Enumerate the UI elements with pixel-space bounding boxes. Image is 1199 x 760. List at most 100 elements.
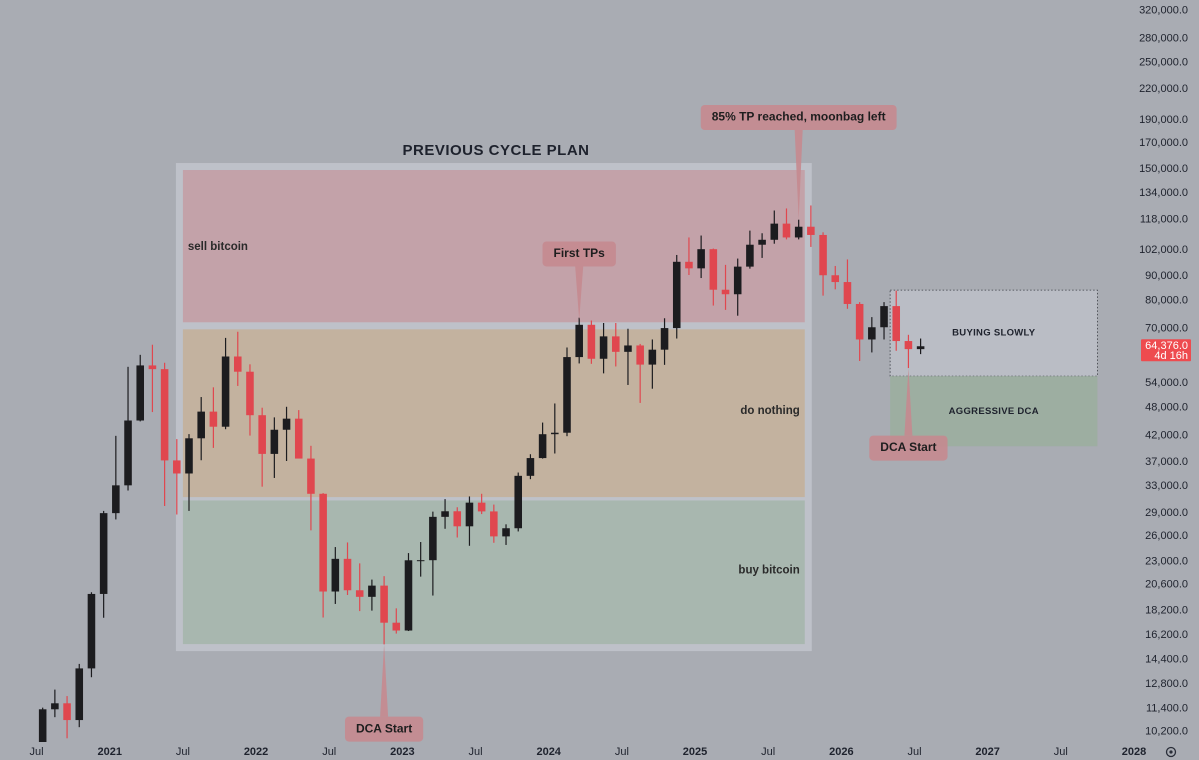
candle-body bbox=[770, 223, 779, 240]
y-tick-label: 70,000.0 bbox=[1145, 323, 1188, 335]
y-tick-label: 10,200.0 bbox=[1145, 726, 1188, 738]
y-tick-label: 220,000.0 bbox=[1139, 83, 1188, 95]
candle-body bbox=[843, 282, 852, 304]
x-tick-label: 2025 bbox=[683, 746, 707, 758]
candle-body bbox=[660, 328, 669, 350]
y-tick-label: 23,000.0 bbox=[1145, 555, 1188, 567]
candle-body bbox=[380, 585, 388, 623]
y-tick-label: 170,000.0 bbox=[1139, 137, 1188, 149]
candle-body bbox=[624, 345, 632, 352]
candle-body bbox=[148, 365, 157, 370]
candle-body bbox=[551, 432, 559, 435]
y-tick-label: 102,000.0 bbox=[1139, 244, 1188, 256]
callout-pointer bbox=[380, 644, 389, 717]
callout-box bbox=[700, 105, 897, 131]
x-tick-label: Jul bbox=[322, 746, 336, 758]
candle-body bbox=[233, 356, 242, 372]
countdown: 4d 16h bbox=[1154, 350, 1188, 362]
candle-body bbox=[892, 306, 901, 342]
y-tick-label: 29,000.0 bbox=[1145, 507, 1188, 519]
candle-body bbox=[355, 590, 364, 597]
candle-body bbox=[197, 411, 205, 439]
callout-box bbox=[869, 435, 948, 461]
candle-body bbox=[855, 303, 864, 340]
candle-body bbox=[733, 266, 742, 295]
candle-body bbox=[392, 622, 401, 631]
candle-body bbox=[416, 560, 425, 562]
candle-body bbox=[282, 418, 291, 430]
zone-label: buy bitcoin bbox=[738, 564, 799, 576]
candle-body bbox=[124, 420, 132, 486]
candle-body bbox=[294, 418, 303, 459]
x-tick-label: Jul bbox=[469, 746, 483, 758]
candle-body bbox=[75, 668, 84, 721]
x-tick-label: 2022 bbox=[244, 746, 268, 758]
y-tick-label: 54,000.0 bbox=[1145, 377, 1188, 389]
candle-body bbox=[490, 511, 498, 537]
candles bbox=[38, 205, 925, 742]
y-tick-label: 48,000.0 bbox=[1145, 402, 1188, 414]
candle-body bbox=[721, 289, 730, 295]
y-tick-label: 190,000.0 bbox=[1139, 114, 1188, 126]
candle-body bbox=[916, 346, 925, 350]
candle-body bbox=[160, 369, 169, 461]
callout-label: DCA Start bbox=[356, 721, 412, 735]
zone bbox=[889, 289, 1098, 377]
axes: 320,000.0 280,000.0 250,000.0 220,000.0 190,… bbox=[30, 5, 1191, 758]
y-tick-label: 18,200.0 bbox=[1145, 604, 1188, 616]
y-tick-label: 320,000.0 bbox=[1139, 5, 1188, 17]
candle-body bbox=[258, 415, 266, 454]
candle-body bbox=[465, 502, 474, 527]
callout-label: 85% TP reached, moonbag left bbox=[712, 110, 886, 124]
zone bbox=[182, 170, 805, 323]
candle-body bbox=[575, 324, 583, 358]
y-tick-label: 150,000.0 bbox=[1139, 163, 1188, 175]
callouts: DCA Start First TPs 85% TP reached, moonba… bbox=[344, 105, 948, 742]
candle-body bbox=[709, 249, 718, 290]
candle-body bbox=[441, 511, 449, 517]
candle-body bbox=[453, 511, 462, 527]
candle-body bbox=[404, 560, 413, 631]
callout-label: DCA Start bbox=[880, 440, 936, 454]
candle-body bbox=[782, 223, 791, 238]
callout-pointer bbox=[575, 266, 584, 320]
candle-body bbox=[87, 593, 96, 669]
zone-label: AGGRESSIVE DCA bbox=[949, 406, 1039, 417]
candle-body bbox=[868, 327, 876, 340]
candle-body bbox=[819, 234, 827, 276]
candle-body bbox=[880, 306, 888, 328]
settings-icon[interactable] bbox=[1165, 746, 1177, 758]
candle-body bbox=[648, 349, 657, 365]
candle-body bbox=[538, 434, 547, 459]
candle-body bbox=[758, 239, 766, 245]
candle-body bbox=[246, 371, 254, 416]
x-tick-label: 2028 bbox=[1122, 746, 1146, 758]
candle-body bbox=[99, 513, 108, 594]
x-tick-label: Jul bbox=[907, 746, 921, 758]
y-tick-label: 280,000.0 bbox=[1139, 33, 1188, 45]
callout-pointer bbox=[904, 368, 913, 436]
candle-body bbox=[368, 585, 376, 597]
y-tick-label: 20,600.0 bbox=[1145, 579, 1188, 591]
callout-label: First TPs bbox=[554, 246, 606, 260]
zone bbox=[182, 329, 805, 498]
x-tick-label: 2026 bbox=[829, 746, 853, 758]
callout-box bbox=[344, 716, 424, 742]
candle-body bbox=[51, 703, 59, 710]
candle-body bbox=[429, 516, 437, 561]
candle-body bbox=[319, 493, 327, 592]
y-tick-label: 26,000.0 bbox=[1145, 530, 1188, 542]
y-tick-label: 33,000.0 bbox=[1145, 480, 1188, 492]
candle-body bbox=[185, 438, 193, 474]
y-tick-label: 37,000.0 bbox=[1145, 456, 1188, 468]
y-tick-label: 250,000.0 bbox=[1139, 56, 1188, 68]
x-tick-label: 2024 bbox=[536, 746, 561, 758]
candle-body bbox=[672, 261, 681, 329]
candle-body bbox=[38, 709, 47, 742]
x-tick-label: Jul bbox=[761, 746, 775, 758]
candle-body bbox=[587, 324, 596, 359]
candle-body bbox=[136, 365, 145, 421]
candle-body bbox=[563, 357, 571, 433]
candle-body bbox=[502, 528, 510, 537]
